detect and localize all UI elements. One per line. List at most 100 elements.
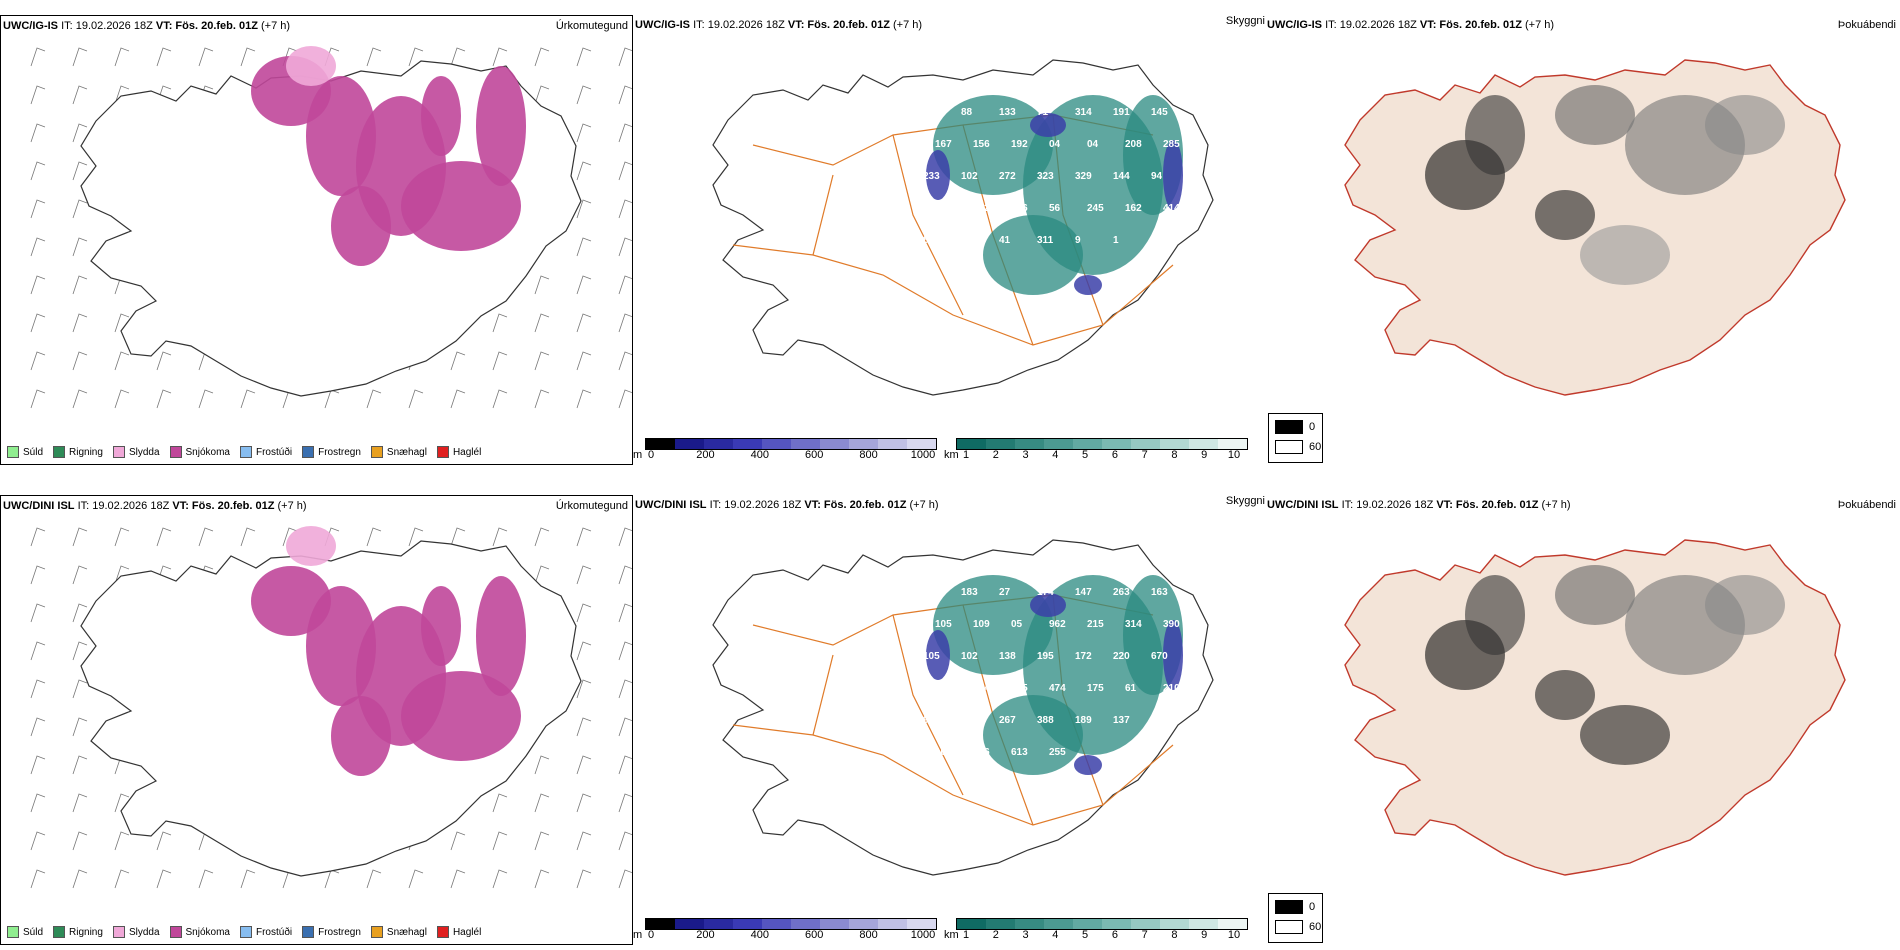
- colorbar-tick: 1: [962, 449, 970, 461]
- wind-barb: [492, 351, 508, 371]
- wind-barb: [366, 869, 382, 889]
- height-colorbar: m 0 200 400 600 800 1000: [633, 918, 938, 950]
- legend-label: Snjókoma: [185, 446, 230, 458]
- wind-barb: [114, 527, 130, 547]
- colorbar-tick: 400: [750, 929, 769, 941]
- visibility-unit: km: [944, 449, 959, 461]
- colorbar-tick: 1000: [910, 449, 936, 461]
- wind-barb: [576, 85, 592, 105]
- wind-barb: [576, 237, 592, 257]
- visibility-label: 102: [961, 171, 978, 182]
- wind-barb: [618, 603, 632, 623]
- wind-barb: [576, 527, 592, 547]
- colorbar-tick: 1000: [910, 929, 936, 941]
- colorbar-tick: 9: [1201, 929, 1208, 941]
- product-title: Úrkomutegund: [555, 20, 628, 32]
- wind-barb: [576, 351, 592, 371]
- fog-area: [1555, 85, 1635, 145]
- legend-item: Haglél: [436, 446, 481, 458]
- visibility-label: 255: [1049, 747, 1066, 758]
- wind-barb: [366, 527, 382, 547]
- legend-swatch: [239, 926, 252, 938]
- visibility-label: 267: [999, 715, 1016, 726]
- product-title: Skyggni: [1225, 495, 1265, 507]
- legend-swatch: [370, 446, 383, 458]
- legend-label: Frostregn: [318, 446, 361, 458]
- fog-area: [1465, 95, 1525, 175]
- wind-barb: [72, 313, 88, 333]
- visibility-label: 390: [1163, 619, 1180, 630]
- visibility-label: 272: [999, 171, 1016, 182]
- visibility-label: 987: [935, 683, 952, 694]
- wind-barb: [72, 831, 88, 851]
- wind-barb: [72, 47, 88, 67]
- wind-barb: [30, 793, 46, 813]
- wind-barb: [114, 313, 130, 333]
- wind-barb: [30, 47, 46, 67]
- sleet-area: [286, 526, 336, 566]
- legend-item: Slydda: [112, 926, 160, 938]
- visibility-label: 56: [1049, 203, 1061, 214]
- wind-barb: [618, 641, 632, 661]
- visibility-label: 184: [1151, 715, 1168, 726]
- snow-area: [421, 586, 461, 666]
- valid-label: VT:: [804, 499, 821, 511]
- init-time: IT: 19.02.2026 18Z: [77, 500, 170, 512]
- wind-barb: [534, 85, 550, 105]
- wind-barb: [72, 603, 88, 623]
- cloud-area: [933, 95, 1053, 195]
- panel-header: UWC/IG-IS IT: 19.02.2026 18Z VT: Fös. 20…: [635, 19, 922, 31]
- visibility-label: 118: [961, 235, 978, 246]
- colorbar-tick: 6: [1111, 449, 1118, 461]
- wind-barb: [450, 869, 466, 889]
- visibility-label: 849: [923, 235, 940, 246]
- wind-barb: [618, 313, 632, 333]
- model-name: UWC/IG-IS: [1267, 19, 1322, 31]
- fog-panel-igis: UWC/IG-IS IT: 19.02.2026 18Z VT: Fös. 20…: [1265, 15, 1900, 465]
- snow-area: [331, 186, 391, 266]
- lead-time: (+7 h): [909, 499, 939, 511]
- visibility-label: 145: [1011, 683, 1028, 694]
- init-time: IT: 19.02.2026 18Z: [693, 19, 785, 31]
- visibility-panel-igis: 101 88 133 71 314 191 145 167 156 192 04 04 208 285 23…: [633, 15, 1265, 465]
- wind-barb: [618, 869, 632, 889]
- lead-time: (+7 h): [1525, 19, 1555, 31]
- visibility-label: 05: [1011, 619, 1023, 630]
- legend-swatch: [239, 446, 252, 458]
- legend-label: Frostúði: [255, 926, 293, 938]
- visibility-label: 138: [999, 651, 1016, 662]
- wind-barb: [30, 161, 46, 181]
- visibility-label: 285: [1163, 139, 1180, 150]
- fog-areas: [1425, 85, 1785, 285]
- visibility-label: 105: [935, 619, 952, 630]
- legend-item: Snjókoma: [169, 446, 230, 458]
- legend-label: Slydda: [128, 446, 160, 458]
- snow-areas: [251, 526, 526, 776]
- visibility-label: 101: [923, 107, 940, 118]
- wind-barb: [324, 389, 340, 409]
- product-title: Úrkomutegund: [555, 500, 628, 512]
- wind-barb: [534, 313, 550, 333]
- wind-barb: [72, 755, 88, 775]
- sleet-area: [286, 46, 336, 86]
- valid-time: Fös. 20.feb. 01Z: [191, 500, 275, 512]
- precip-area: [1163, 620, 1183, 690]
- visibility-label: 110: [923, 587, 940, 598]
- wind-barb: [156, 351, 172, 371]
- wind-barb: [576, 793, 592, 813]
- wind-barb: [114, 389, 130, 409]
- wind-barb: [114, 831, 130, 851]
- visibility-label: 208: [1125, 139, 1142, 150]
- wind-barb: [72, 199, 88, 219]
- precip-type-map: [30, 46, 632, 409]
- visibility-label: 195: [1037, 651, 1054, 662]
- legend-swatch: [7, 446, 19, 458]
- wind-barb: [534, 869, 550, 889]
- road: [812, 174, 834, 256]
- visibility-label: 263: [1113, 587, 1130, 598]
- visibility-label: 167: [935, 139, 952, 150]
- wind-barb: [576, 603, 592, 623]
- visibility-labels: 110 183 27 174 147 263 163 105 109 05 962 215 314 390…: [923, 587, 1180, 758]
- visibility-label: 174: [1037, 587, 1054, 598]
- wind-barb: [618, 275, 632, 295]
